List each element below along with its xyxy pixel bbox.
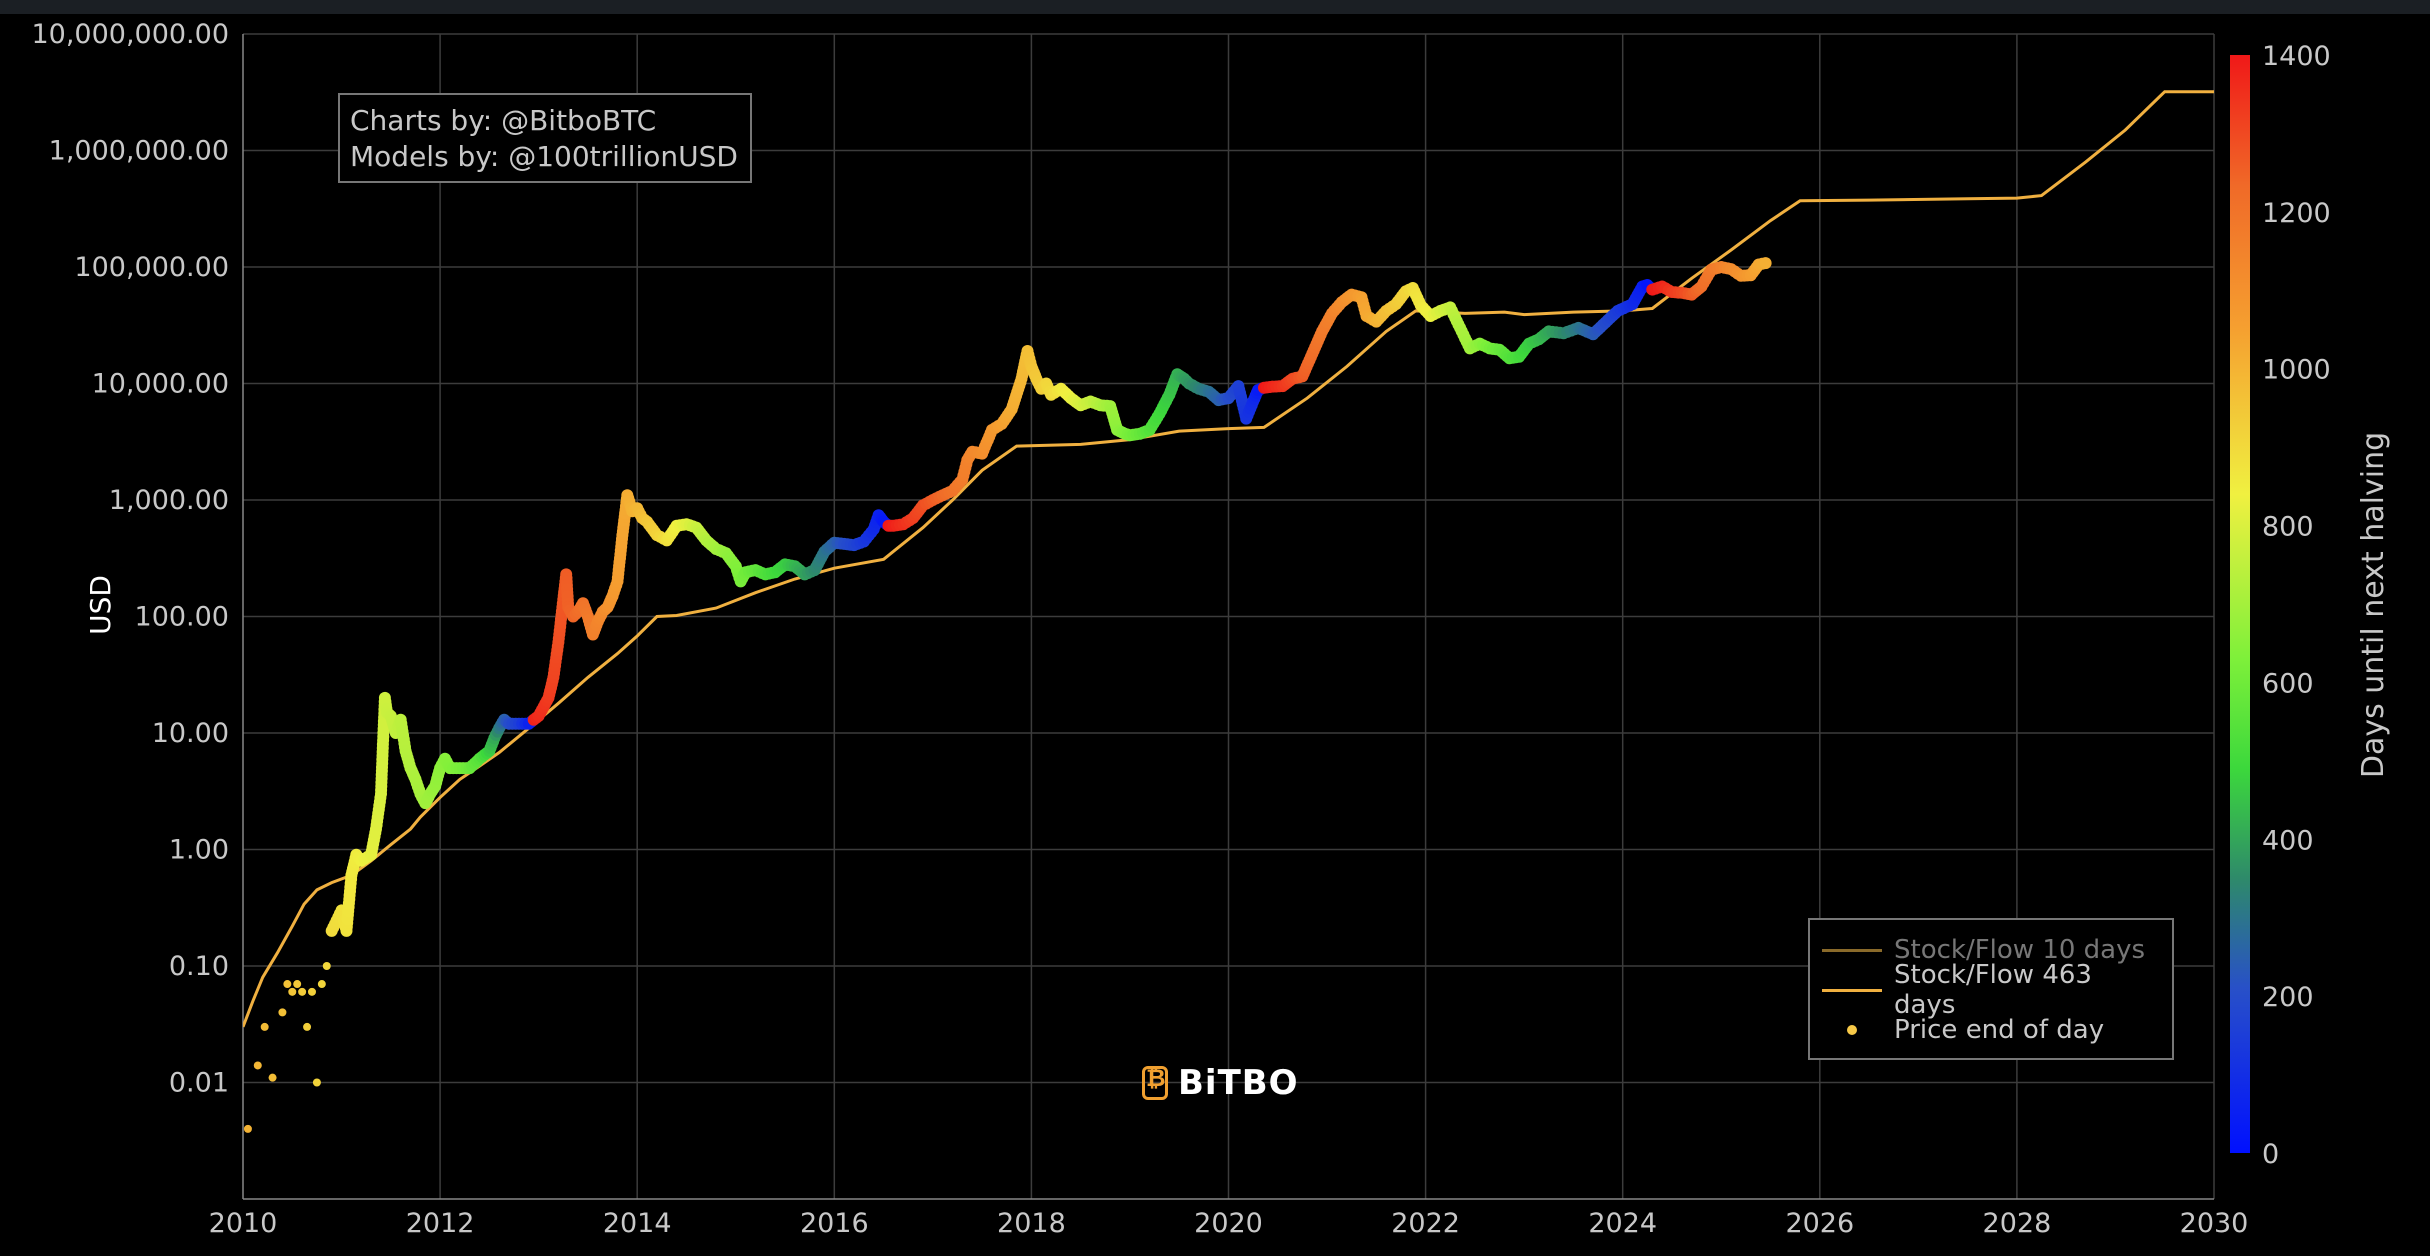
model-line-layer [243, 90, 2214, 1028]
x-tick-label: 2012 [406, 1208, 475, 1239]
x-tick-label: 2018 [997, 1208, 1066, 1239]
bitbo-watermark: BiTBO [1142, 1063, 1299, 1103]
y-tick-label: 10.00 [152, 718, 229, 749]
legend-label-sf463: Stock/Flow 463 days [1894, 960, 2092, 1020]
legend-item-sf463[interactable]: Stock/Flow 463 days [1822, 960, 2160, 1020]
price-dot [322, 962, 331, 970]
y-tick-label: 1.00 [169, 835, 229, 866]
grid [243, 33, 2215, 1199]
axes: 0.01 0.10 1.00 10.00 100.00 1,000.00 10,000.00… [31, 19, 2248, 1239]
price-dot [303, 1022, 312, 1031]
colorbar-tick-label: 400 [2262, 825, 2314, 856]
y-tick-label: 100.00 [135, 602, 229, 633]
legend-label-sf10: Stock/Flow 10 days [1894, 935, 2146, 965]
legend-swatch-sf463 [1822, 970, 1882, 1010]
x-tick-label: 2026 [1785, 1208, 1854, 1239]
y-tick-label: 10,000,000.00 [31, 19, 229, 50]
colorbar-gradient [2230, 55, 2250, 1153]
credit-models: Models by: @100trillionUSD [350, 140, 738, 173]
price-dot [278, 1008, 287, 1017]
colorbar: 0 200 400 600 800 1000 1200 1400 [2230, 41, 2331, 1170]
y-tick-label: 100,000.00 [74, 252, 229, 283]
price-dot [268, 1073, 277, 1082]
credits-box: Charts by: @BitboBTC Models by: @100tril… [338, 93, 752, 183]
price-dot [1759, 257, 1772, 270]
price-dot [288, 987, 297, 996]
price-dot [253, 1061, 262, 1070]
price-dot [293, 980, 302, 989]
credit-charts: Charts by: @BitboBTC [350, 104, 657, 137]
colorbar-title: Days until next halving [2356, 432, 2391, 778]
price-dot [283, 980, 292, 989]
legend-swatch-sf10 [1822, 930, 1882, 970]
legend-item-price[interactable]: Price end of day [1822, 1010, 2160, 1050]
colorbar-tick-label: 0 [2262, 1139, 2279, 1170]
x-tick-label: 2024 [1588, 1208, 1657, 1239]
top-bar [0, 0, 2430, 14]
bitcoin-logo-icon [1142, 1064, 1168, 1100]
x-tick-label: 2030 [2180, 1208, 2249, 1239]
y-tick-label: 0.10 [169, 951, 229, 982]
colorbar-tick-label: 1200 [2262, 198, 2331, 229]
x-tick-label: 2022 [1391, 1208, 1460, 1239]
y-tick-label: 1,000,000.00 [49, 136, 229, 167]
x-tick-label: 2028 [1983, 1208, 2052, 1239]
price-dot [243, 1124, 252, 1133]
y-tick-label: 10,000.00 [92, 369, 229, 400]
colorbar-tick-label: 200 [2262, 982, 2314, 1013]
y-tick-label: 0.01 [169, 1068, 229, 1099]
colorbar-tick-label: 1400 [2262, 41, 2331, 72]
price-dot [312, 1078, 321, 1087]
x-tick-label: 2020 [1194, 1208, 1263, 1239]
price-dot [260, 1022, 269, 1031]
legend-item-sf10[interactable]: Stock/Flow 10 days [1822, 930, 2160, 970]
x-tick-label: 2014 [603, 1208, 672, 1239]
price-dot [307, 987, 316, 996]
legend-swatch-price [1822, 1010, 1882, 1050]
price-dot [317, 980, 326, 989]
stock-flow-463-line [243, 90, 2214, 1028]
price-dot [298, 987, 307, 996]
legend: Stock/Flow 10 days Stock/Flow 463 days P… [1808, 918, 2174, 1060]
colorbar-tick-label: 600 [2262, 668, 2314, 699]
y-tick-label: 1,000.00 [109, 485, 229, 516]
colorbar-tick-label: 800 [2262, 512, 2314, 543]
price-dots-layer [243, 257, 1772, 1133]
y-axis-title: USD [84, 575, 117, 635]
legend-label-price: Price end of day [1894, 1015, 2105, 1045]
colorbar-tick-label: 1000 [2262, 355, 2331, 386]
x-tick-label: 2010 [209, 1208, 278, 1239]
x-tick-label: 2016 [800, 1208, 869, 1239]
watermark-text: BiTBO [1178, 1063, 1299, 1103]
